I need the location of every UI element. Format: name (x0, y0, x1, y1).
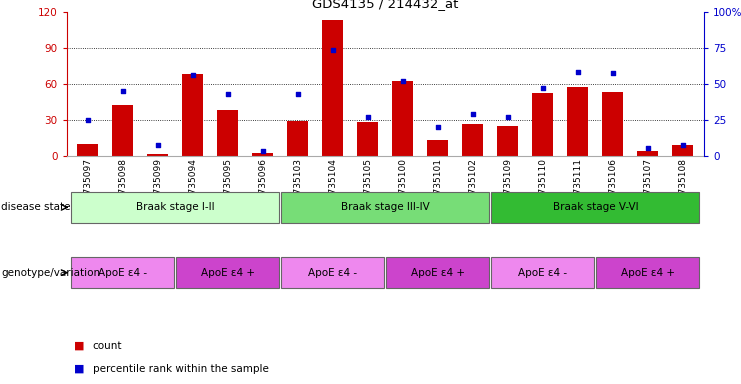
Text: percentile rank within the sample: percentile rank within the sample (93, 364, 268, 374)
Text: GSM735106: GSM735106 (608, 158, 617, 213)
Point (642, 145, 654, 151)
Text: ■: ■ (74, 364, 84, 374)
Bar (568, 87, 588, 156)
Point (152, 142, 164, 149)
Text: Braak stage I-II: Braak stage I-II (136, 202, 215, 212)
Bar (71, 257, 174, 288)
Text: GSM735098: GSM735098 (119, 158, 127, 213)
Point (187, 72, 199, 78)
Point (537, 85, 549, 91)
Bar (252, 153, 273, 156)
Point (82, 116, 93, 122)
Text: GSM735111: GSM735111 (574, 158, 582, 213)
Text: GSM735102: GSM735102 (468, 158, 477, 213)
Text: GSM735101: GSM735101 (433, 158, 442, 213)
Text: ApoE ε4 -: ApoE ε4 - (98, 268, 147, 278)
Bar (491, 192, 700, 223)
Text: GSM735095: GSM735095 (223, 158, 232, 213)
Text: genotype/variation: genotype/variation (1, 268, 101, 278)
Bar (672, 145, 694, 156)
Text: GSM735094: GSM735094 (188, 158, 197, 213)
Bar (637, 151, 659, 156)
Text: GSM735100: GSM735100 (399, 158, 408, 213)
Point (257, 148, 269, 154)
Text: GSM735099: GSM735099 (153, 158, 162, 213)
Bar (602, 92, 623, 156)
Point (502, 114, 514, 120)
Text: GSM735109: GSM735109 (503, 158, 512, 213)
Text: GSM735107: GSM735107 (643, 158, 652, 213)
Point (222, 91, 233, 97)
Text: ApoE ε4 -: ApoE ε4 - (308, 268, 357, 278)
Point (677, 142, 689, 149)
Point (117, 88, 129, 94)
Bar (71, 192, 279, 223)
Bar (112, 105, 133, 156)
Point (292, 91, 304, 97)
Point (467, 111, 479, 117)
Text: GSM735097: GSM735097 (83, 158, 92, 213)
Bar (462, 124, 483, 156)
Text: count: count (93, 341, 122, 351)
Text: ApoE ε4 -: ApoE ε4 - (518, 268, 568, 278)
Point (327, 47, 339, 53)
Bar (357, 122, 379, 156)
Bar (386, 257, 489, 288)
Point (362, 114, 373, 120)
Bar (282, 257, 385, 288)
Bar (77, 144, 99, 156)
Text: Braak stage III-IV: Braak stage III-IV (341, 202, 430, 212)
Bar (288, 121, 308, 156)
Bar (392, 81, 413, 156)
Title: GDS4135 / 214432_at: GDS4135 / 214432_at (312, 0, 459, 10)
Bar (428, 140, 448, 156)
Text: GSM735103: GSM735103 (293, 158, 302, 213)
Bar (597, 257, 700, 288)
Text: GSM735104: GSM735104 (328, 158, 337, 213)
Bar (182, 74, 203, 156)
Text: disease state: disease state (1, 202, 71, 212)
Point (572, 69, 584, 75)
Bar (322, 20, 343, 156)
Text: GSM735096: GSM735096 (259, 158, 268, 213)
Text: ■: ■ (74, 341, 84, 351)
Text: GSM735110: GSM735110 (539, 158, 548, 213)
Text: GSM735108: GSM735108 (679, 158, 688, 213)
Text: ApoE ε4 +: ApoE ε4 + (201, 268, 255, 278)
Bar (176, 257, 279, 288)
Text: ApoE ε4 +: ApoE ε4 + (621, 268, 675, 278)
Point (397, 78, 409, 84)
Text: GSM735105: GSM735105 (363, 158, 372, 213)
Bar (282, 192, 489, 223)
Point (607, 70, 619, 76)
Text: ApoE ε4 +: ApoE ε4 + (411, 268, 465, 278)
Bar (497, 126, 519, 156)
Bar (532, 93, 554, 156)
Bar (147, 154, 168, 156)
Point (432, 124, 444, 130)
Bar (217, 110, 239, 156)
Bar (491, 257, 594, 288)
Text: Braak stage V-VI: Braak stage V-VI (553, 202, 638, 212)
